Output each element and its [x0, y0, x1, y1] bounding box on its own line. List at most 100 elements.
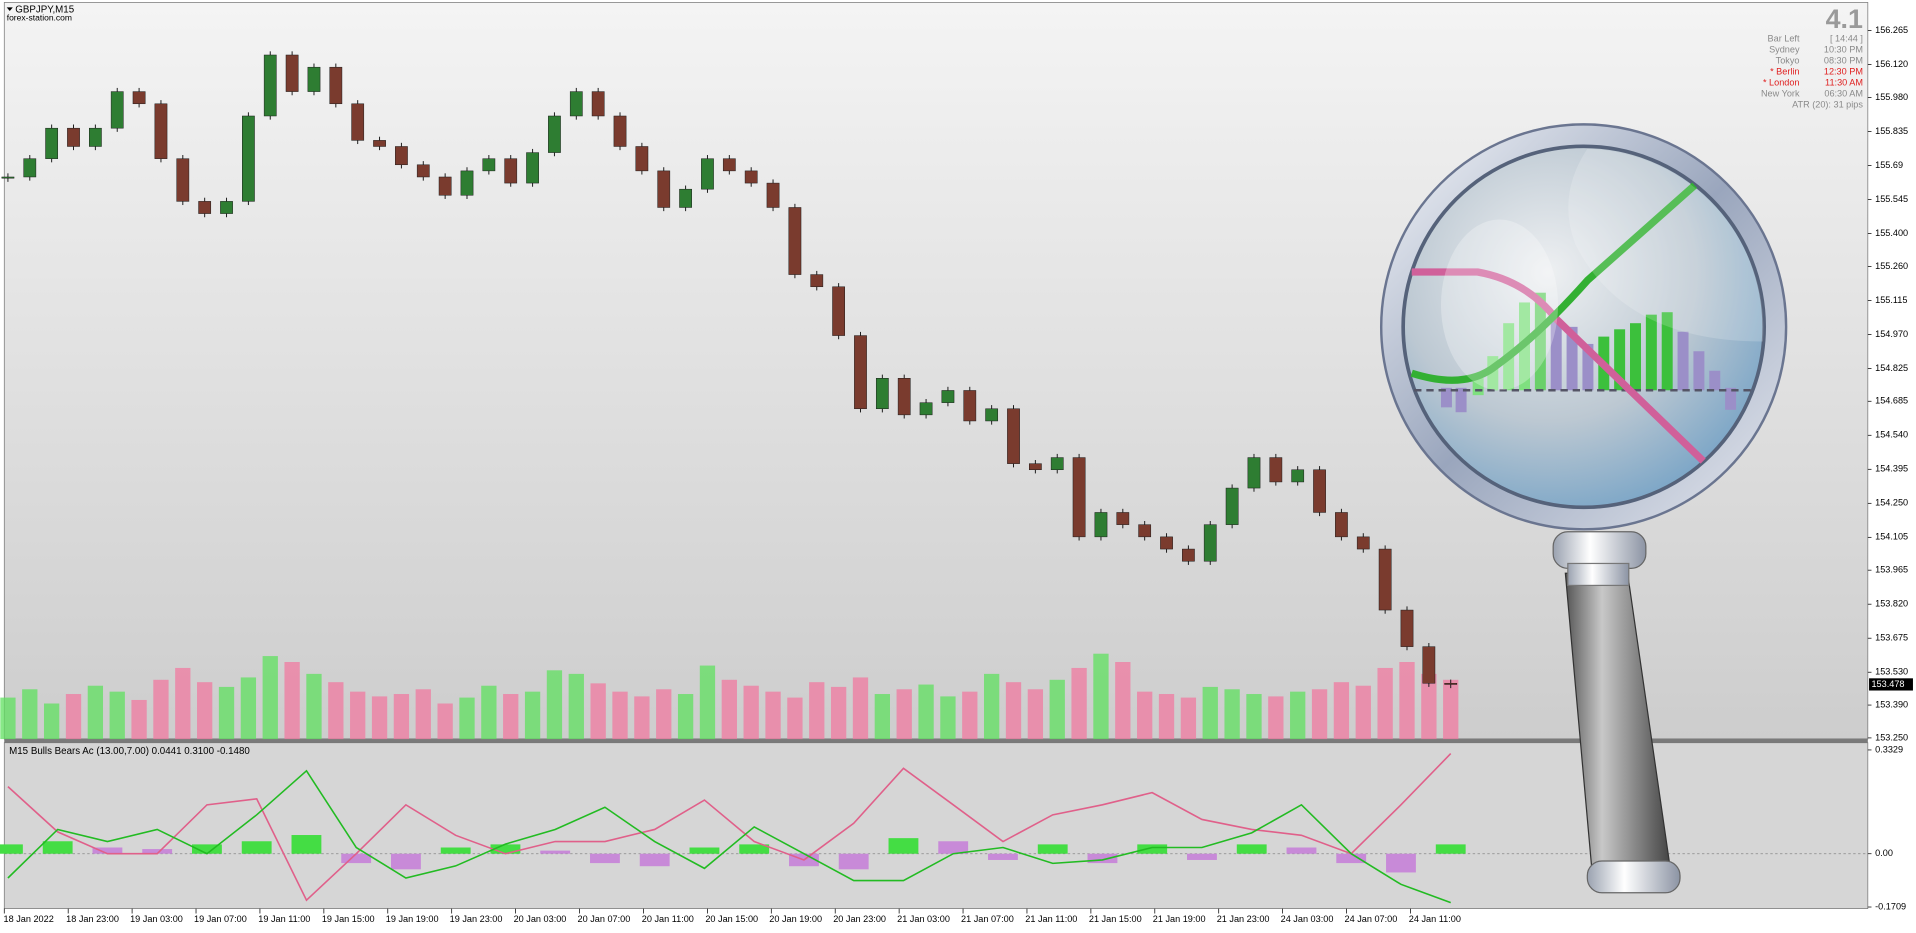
histogram-bar: [590, 853, 620, 864]
candle: [504, 158, 518, 184]
volume-bar: [852, 677, 869, 740]
volume-bar: [415, 689, 431, 740]
candle: [1, 176, 15, 179]
volume-bar: [874, 694, 890, 740]
histogram-bar: [1435, 844, 1466, 854]
candle: [89, 127, 102, 147]
x-tick-label: 20 Jan 19:00: [769, 914, 822, 924]
site-label: forex-station.com: [7, 13, 72, 23]
volume-bar: [677, 694, 694, 740]
y-tick-label: 155.260: [1875, 261, 1908, 271]
histogram-bar: [42, 841, 73, 854]
volume-bar: [459, 697, 475, 740]
candle: [263, 54, 277, 117]
symbol-label: GBPJPY,M15: [15, 4, 74, 15]
candle: [1247, 457, 1261, 489]
x-tick-label: 20 Jan 03:00: [514, 914, 567, 924]
candle: [176, 158, 190, 202]
candle: [1378, 548, 1392, 611]
volume-bar: [109, 691, 125, 740]
candle: [591, 91, 605, 117]
volume-bar: [1333, 682, 1350, 740]
candle: [416, 164, 430, 178]
volume-bar: [1202, 686, 1218, 740]
volume-bar: [568, 673, 584, 740]
volume-bar: [1421, 673, 1437, 740]
candle: [242, 115, 255, 202]
y-tick-label: 153.390: [1875, 699, 1908, 709]
x-tick-label: 24 Jan 03:00: [1281, 914, 1334, 924]
volume-bar: [940, 696, 956, 740]
info-label: New York: [1761, 88, 1800, 98]
marks: [0, 51, 1868, 904]
histogram-bar: [142, 849, 173, 854]
histogram-bar: [1137, 844, 1168, 854]
volume-bar: [1093, 653, 1109, 740]
candle: [482, 158, 496, 172]
y-tick-label: 155.545: [1875, 194, 1908, 204]
x-tick-label: 19 Jan 07:00: [194, 914, 247, 924]
volume-bar: [503, 694, 519, 740]
volume-bar: [262, 656, 278, 740]
candle: [875, 378, 889, 410]
histogram-bar: [1087, 853, 1118, 864]
volume-bar: [524, 691, 541, 740]
candle: [1203, 524, 1217, 562]
candle: [963, 390, 977, 422]
candle: [154, 103, 168, 159]
candle: [1335, 512, 1348, 538]
x-tick-label: 19 Jan 19:00: [386, 914, 439, 924]
x-tick-label: 20 Jan 11:00: [642, 914, 694, 924]
volume-bar: [1268, 696, 1284, 740]
y-tick-label: 156.265: [1875, 25, 1908, 35]
info-value: 06:30 AM: [1824, 88, 1863, 98]
x-tick-label: 18 Jan 2022: [4, 914, 54, 924]
volume-bar: [1246, 694, 1262, 740]
volume-bar: [1443, 679, 1459, 740]
volume-bar: [918, 684, 934, 740]
y-tick-label: 153.530: [1875, 667, 1908, 677]
volume-bar: [809, 682, 825, 740]
volume-bar: [131, 699, 147, 740]
info-label: * London: [1763, 77, 1800, 87]
candle: [1356, 536, 1370, 550]
candle: [1269, 457, 1283, 483]
candle: [657, 170, 671, 208]
info-label: Bar Left: [1768, 33, 1800, 43]
y-tick-label: 154.970: [1875, 329, 1908, 339]
candle: [1007, 408, 1020, 464]
x-tick-label: 20 Jan 23:00: [833, 914, 886, 924]
y-tick-label: 154.395: [1875, 464, 1908, 474]
histogram-bar: [391, 853, 421, 870]
candle: [569, 91, 583, 117]
volume-bar: [393, 694, 410, 740]
candle: [220, 201, 233, 214]
volume-bar: [306, 673, 322, 740]
x-tick-label: 20 Jan 07:00: [578, 914, 631, 924]
y-tick-label: 153.820: [1875, 599, 1908, 609]
candle: [1050, 457, 1064, 471]
candle: [1072, 457, 1086, 538]
candle: [635, 146, 649, 172]
volume-bar: [699, 665, 716, 740]
candle: [766, 182, 780, 208]
volume-bar: [1005, 682, 1022, 740]
x-tick-label: 24 Jan 11:00: [1409, 914, 1461, 924]
histogram-bar: [1037, 844, 1068, 854]
x-tick-label: 19 Jan 11:00: [258, 914, 310, 924]
indicator-line: [7, 753, 1452, 902]
volume-bar: [1158, 694, 1175, 740]
y-tick-label: 155.980: [1875, 92, 1908, 102]
volume-bar: [87, 685, 104, 740]
volume-bar: [896, 689, 912, 740]
volume-bar: [1180, 697, 1197, 740]
x-tick-label: 24 Jan 07:00: [1345, 914, 1398, 924]
candle: [23, 158, 37, 178]
info-label: * Berlin: [1770, 66, 1799, 76]
candle: [132, 91, 146, 105]
y-tick-label: -0.1709: [1875, 901, 1906, 911]
candle: [395, 146, 408, 166]
candle: [1138, 524, 1152, 538]
info-value: 10:30 PM: [1824, 44, 1863, 54]
histogram-bar: [540, 850, 571, 854]
